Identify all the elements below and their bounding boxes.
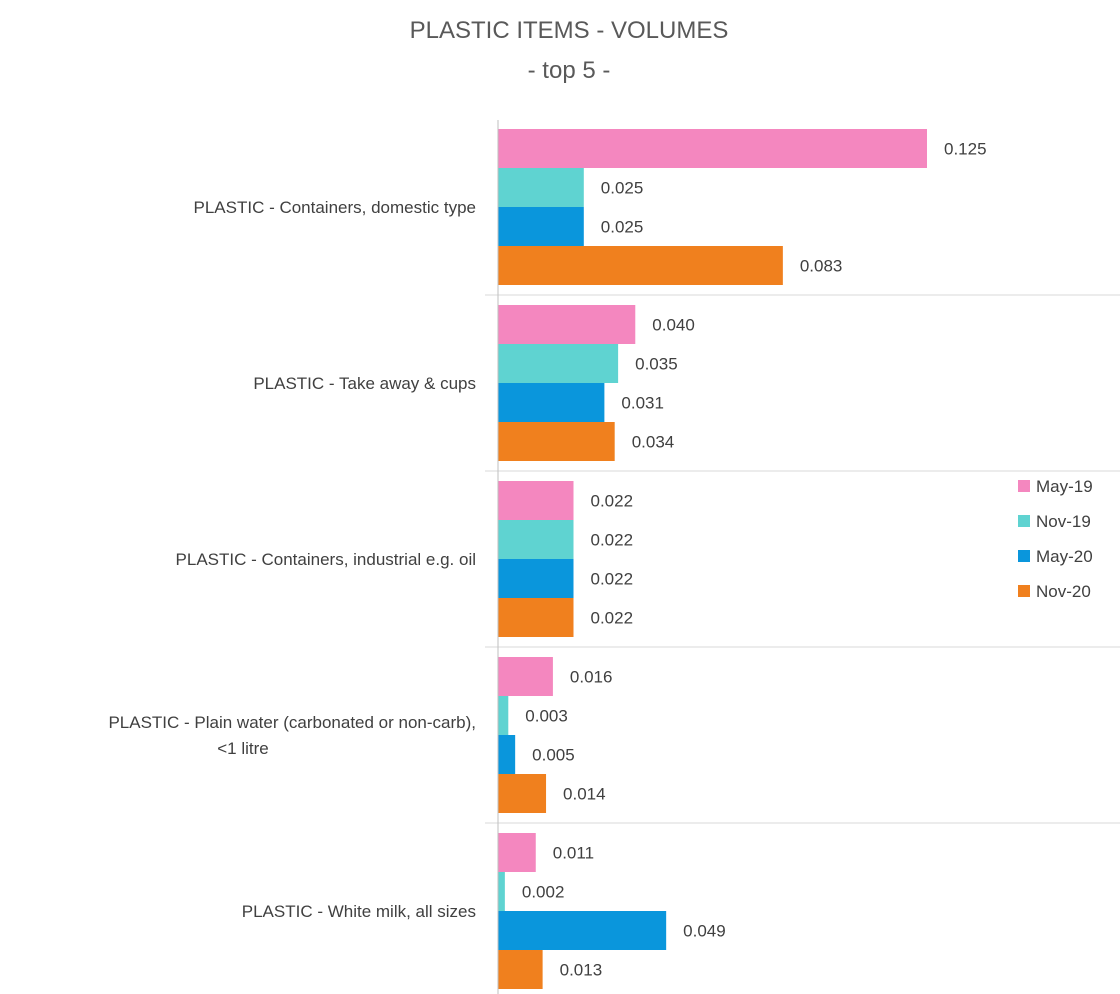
category-separators — [485, 294, 1120, 824]
legend-label-nov-19: Nov-19 — [1036, 512, 1091, 531]
legend-swatch-nov-19 — [1018, 515, 1030, 527]
data-label-may-20-4: 0.005 — [532, 746, 575, 765]
bar-series — [498, 129, 927, 989]
bar-nov-20-5 — [498, 950, 543, 989]
legend-swatch-may-19 — [1018, 480, 1030, 492]
bar-may-19-1 — [498, 129, 927, 168]
data-label-may-19-4: 0.016 — [570, 668, 613, 687]
legend-label-nov-20: Nov-20 — [1036, 582, 1091, 601]
legend-swatch-nov-20 — [1018, 585, 1030, 597]
bar-may-19-2 — [498, 305, 636, 344]
category-label-3: PLASTIC - Containers, industrial e.g. oi… — [176, 550, 476, 569]
category-labels: PLASTIC - Containers, domestic type PLAST… — [108, 198, 476, 921]
data-label-may-20-5: 0.049 — [683, 922, 726, 941]
bar-nov-19-2 — [498, 344, 619, 383]
chart-subtitle: - top 5 - — [528, 57, 611, 84]
bar-may-19-3 — [498, 481, 574, 520]
bar-may-19-5 — [498, 833, 536, 872]
data-label-may-20-1: 0.025 — [601, 218, 644, 237]
data-label-may-19-1: 0.125 — [944, 140, 987, 159]
data-labels: 0.125 0.025 0.025 0.083 0.040 0.035 0.031 0.034… — [522, 140, 987, 980]
bar-may-20-2 — [498, 383, 605, 422]
data-label-may-19-5: 0.011 — [553, 844, 594, 863]
legend-label-may-20: May-20 — [1036, 547, 1093, 566]
category-label-4-line-1: PLASTIC - Plain water (carbonated or non… — [108, 713, 476, 732]
data-label-nov-19-2: 0.035 — [635, 355, 678, 374]
category-label-4-line-2: <1 litre — [217, 739, 269, 758]
data-label-nov-20-4: 0.014 — [563, 785, 606, 804]
chart-title: PLASTIC ITEMS - VOLUMES — [410, 17, 729, 44]
bar-nov-20-4 — [498, 774, 547, 813]
bar-may-20-3 — [498, 559, 574, 598]
data-label-may-19-2: 0.040 — [652, 316, 695, 335]
data-label-may-19-3: 0.022 — [591, 492, 634, 511]
bar-nov-19-4 — [498, 696, 509, 735]
data-label-nov-20-2: 0.034 — [632, 433, 675, 452]
bar-nov-20-1 — [498, 246, 783, 285]
data-label-nov-20-3: 0.022 — [591, 609, 634, 628]
legend: May-19 Nov-19 May-20 Nov-20 — [1018, 477, 1093, 601]
bar-nov-19-3 — [498, 520, 574, 559]
legend-swatch-may-20 — [1018, 550, 1030, 562]
bar-may-20-4 — [498, 735, 516, 774]
category-label-2: PLASTIC - Take away & cups — [253, 374, 476, 393]
data-label-may-20-2: 0.031 — [621, 394, 664, 413]
category-label-1: PLASTIC - Containers, domestic type — [193, 198, 476, 217]
data-label-nov-19-1: 0.025 — [601, 179, 644, 198]
data-label-nov-19-5: 0.002 — [522, 883, 565, 902]
bar-nov-19-1 — [498, 168, 584, 207]
bar-nov-19-5 — [498, 872, 505, 911]
data-label-may-20-3: 0.022 — [591, 570, 634, 589]
bar-may-20-5 — [498, 911, 667, 950]
bar-may-19-4 — [498, 657, 553, 696]
data-label-nov-20-1: 0.083 — [800, 257, 843, 276]
data-label-nov-19-4: 0.003 — [525, 707, 568, 726]
bar-nov-20-2 — [498, 422, 615, 461]
bar-nov-20-3 — [498, 598, 574, 637]
category-label-5: PLASTIC - White milk, all sizes — [242, 902, 476, 921]
data-label-nov-19-3: 0.022 — [591, 531, 634, 550]
bar-may-20-1 — [498, 207, 584, 246]
legend-label-may-19: May-19 — [1036, 477, 1093, 496]
data-label-nov-20-5: 0.013 — [560, 961, 603, 980]
